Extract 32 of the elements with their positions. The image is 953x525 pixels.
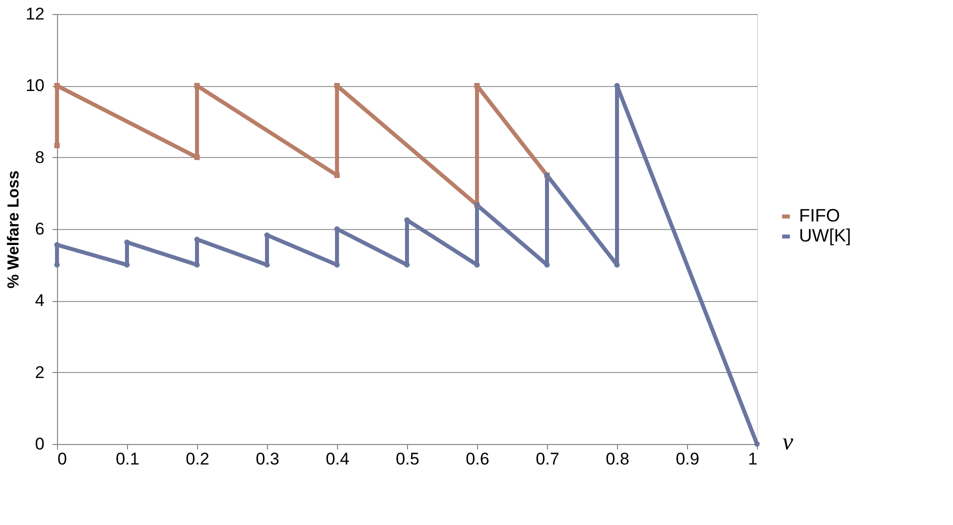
y-tick-label: 12 [26, 4, 44, 24]
point [54, 242, 60, 248]
x-tick-label: 0.6 [466, 450, 490, 468]
point [334, 82, 340, 88]
x-tick-label: 0.1 [116, 450, 140, 468]
y-tick-label: 10 [26, 76, 44, 96]
point [334, 172, 340, 178]
x-tick-label: 0.5 [396, 450, 420, 468]
x-tick-label: 0.4 [326, 450, 350, 468]
legend-label: FIFO [799, 206, 840, 226]
point [54, 82, 60, 88]
x-axis-title: v [782, 430, 794, 456]
point [194, 154, 200, 160]
x-tick-label: 0.2 [186, 450, 210, 468]
x-tick-label: 0.3 [256, 450, 280, 468]
y-tick-label: 4 [35, 291, 44, 310]
x-tick-label: 0.9 [676, 450, 700, 468]
x-tick-label: 1 [748, 450, 758, 468]
line-series [54, 82, 550, 208]
y-tick-label: 6 [35, 220, 44, 238]
point [754, 441, 760, 447]
point [124, 240, 130, 245]
x-tick-label: 0.7 [536, 450, 560, 468]
y-tick-label: 0 [35, 434, 44, 454]
point [474, 82, 480, 88]
y-tick-label: 2 [35, 362, 44, 382]
point [194, 82, 200, 88]
x-tick-label: 0 [58, 450, 67, 468]
x-tick-label: 0.8 [606, 450, 630, 468]
y-axis-title: % Welfare Loss [6, 170, 23, 288]
legend-label: UW[K] [799, 226, 851, 246]
y-tick-label: 8 [35, 148, 44, 167]
